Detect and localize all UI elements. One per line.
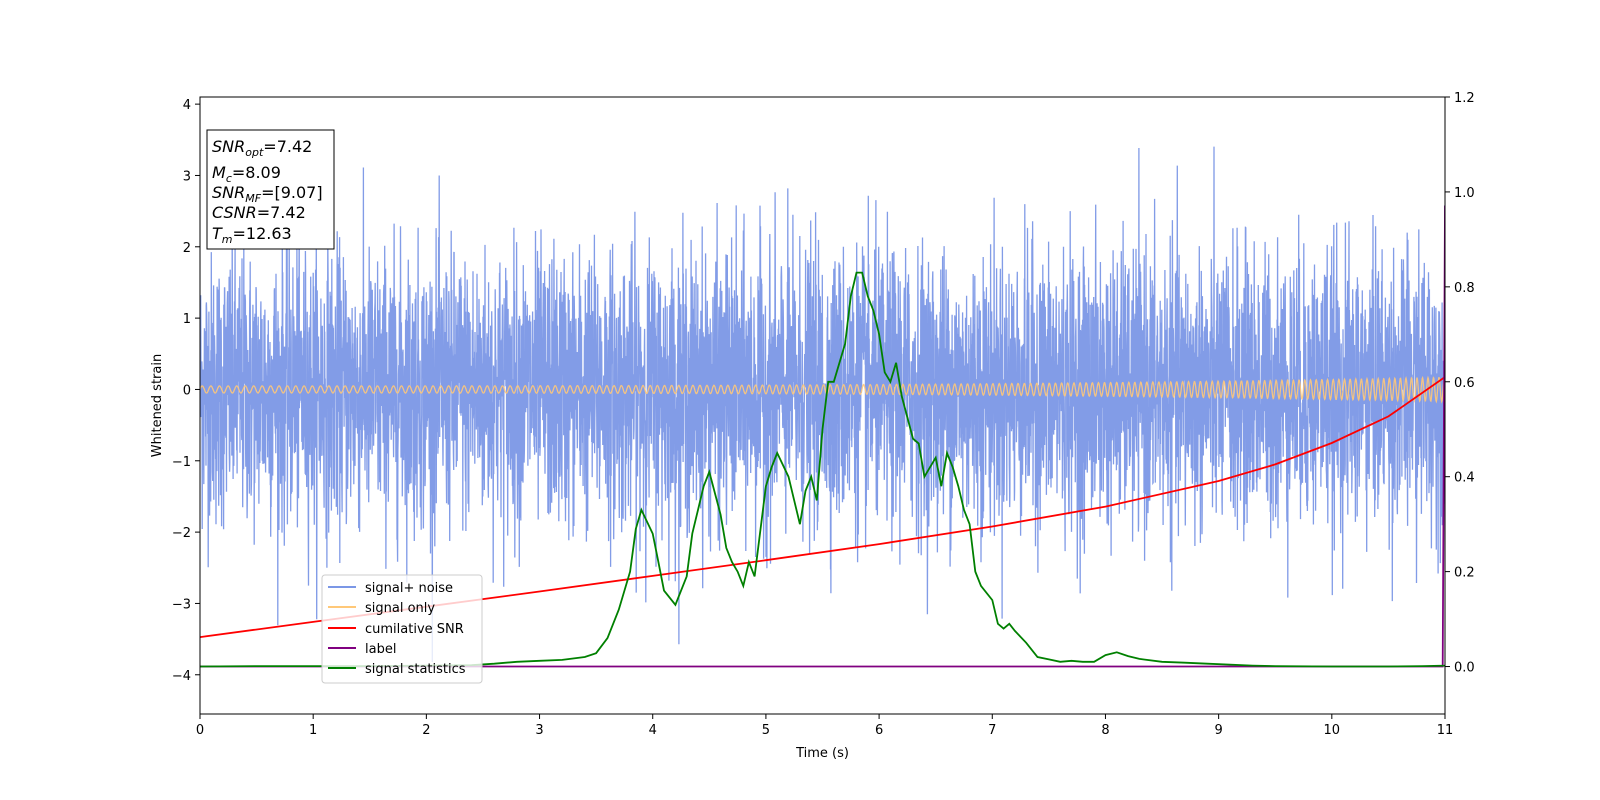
info-tm-subscript: m <box>222 233 233 246</box>
info-mc: Mc=8.09 <box>212 163 281 185</box>
y-tick-label-3: −1 <box>172 455 191 470</box>
info-snr-opt-value: =7.42 <box>263 137 312 156</box>
info-mc-subscript: c <box>226 172 232 185</box>
info-snr-mf: SNRMF=[9.07] <box>212 183 323 205</box>
y-tick-label-4: 0 <box>183 383 191 398</box>
y-right-tick-label-1: 0.2 <box>1454 566 1475 581</box>
x-tick-label-5: 5 <box>762 723 770 738</box>
info-snr-mf-value: =[9.07] <box>261 183 323 202</box>
series-signal-only <box>200 375 1445 404</box>
x-tick-label-8: 8 <box>1101 723 1109 738</box>
info-box: SNRopt=7.42 Mc=8.09 SNRMF=[9.07] CSNR=7.… <box>206 129 335 250</box>
y-tick-label-7: 3 <box>183 169 191 184</box>
info-snr-opt-symbol: SNR <box>212 137 245 156</box>
x-tick-label-6: 6 <box>875 723 883 738</box>
y-right-tick-label-3: 0.6 <box>1454 376 1475 391</box>
info-tm-symbol: T <box>212 224 223 243</box>
x-tick-label-10: 10 <box>1324 723 1341 738</box>
y-right-tick-label-2: 0.4 <box>1454 471 1475 486</box>
y-right-tick-label-5: 1.0 <box>1454 186 1475 201</box>
info-mc-value: =8.09 <box>232 163 281 182</box>
legend-label-cumulative-snr: cumilative SNR <box>365 622 464 637</box>
legend-label-label: label <box>365 642 396 657</box>
y-tick-label-0: −4 <box>172 669 191 684</box>
y-axis-label: Whitened strain <box>150 354 165 457</box>
series-signal-noise <box>200 146 1445 663</box>
y-tick-label-5: 1 <box>183 312 191 327</box>
x-tick-label-7: 7 <box>988 723 996 738</box>
axes-frame <box>199 96 1446 715</box>
series-signal-statistics <box>200 271 1445 668</box>
x-tick-label-11: 11 <box>1437 723 1454 738</box>
info-box-frame <box>206 129 335 250</box>
x-axis-label: Time (s) <box>795 746 849 761</box>
info-csnr-symbol: CSNR <box>212 203 257 222</box>
legend-label-signal-only: signal only <box>365 601 435 616</box>
x-tick-label-4: 4 <box>649 723 657 738</box>
legend-frame <box>321 574 483 684</box>
x-tick-label-0: 0 <box>196 723 204 738</box>
y-right-tick-label-6: 1.2 <box>1454 91 1475 106</box>
series-label <box>200 204 1445 668</box>
info-snr-mf-symbol: SNR <box>212 183 245 202</box>
y-tick-label-2: −2 <box>172 526 191 541</box>
y-tick-label-6: 2 <box>183 241 191 256</box>
x-tick-label-3: 3 <box>535 723 543 738</box>
y-tick-label-8: 4 <box>183 98 191 113</box>
legend-label-signal-statistics: signal statistics <box>365 662 466 677</box>
info-csnr-value: =7.42 <box>257 203 306 222</box>
y-right-tick-label-4: 0.8 <box>1454 281 1475 296</box>
info-tm: Tm=12.63 <box>212 224 292 246</box>
info-csnr: CSNR=7.42 <box>212 203 306 222</box>
legend-label-signal-noise: signal+ noise <box>365 581 453 596</box>
x-tick-label-2: 2 <box>422 723 430 738</box>
info-snr-mf-subscript: MF <box>245 192 261 205</box>
y-right-tick-label-0: 0.0 <box>1454 661 1475 676</box>
y-tick-label-1: −3 <box>172 597 191 612</box>
info-snr-opt-subscript: opt <box>245 146 264 159</box>
info-mc-symbol: M <box>212 163 226 182</box>
info-tm-value: =12.63 <box>233 224 292 243</box>
info-snr-opt: SNRopt=7.42 <box>212 137 312 159</box>
x-tick-label-9: 9 <box>1214 723 1222 738</box>
x-tick-label-1: 1 <box>309 723 317 738</box>
legend: signal+ noise signal only cumilative SNR… <box>321 574 483 684</box>
